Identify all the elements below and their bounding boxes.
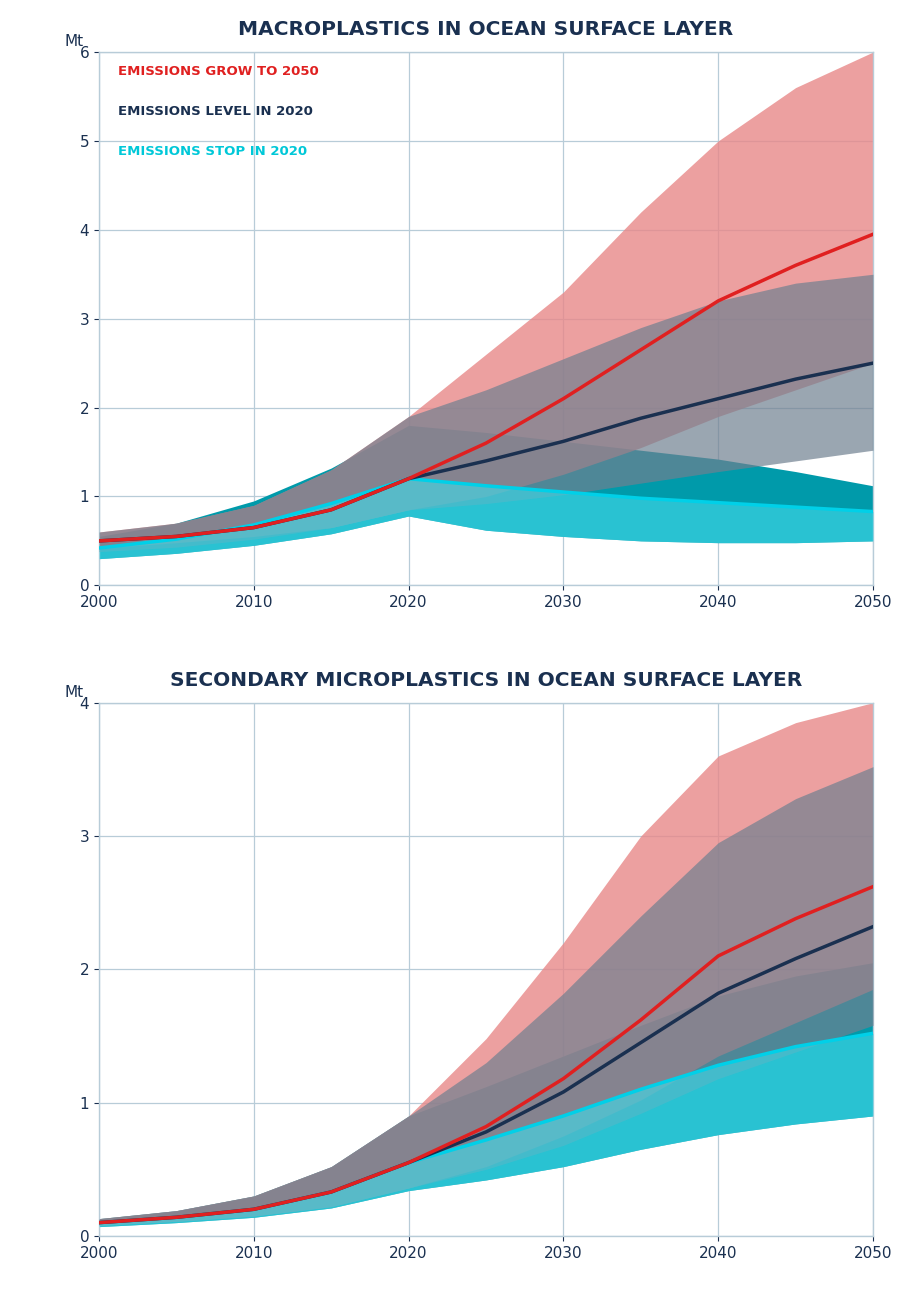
Text: EMISSIONS LEVEL IN 2020: EMISSIONS LEVEL IN 2020 <box>119 105 313 118</box>
Text: EMISSIONS GROW TO 2050: EMISSIONS GROW TO 2050 <box>119 65 320 78</box>
Text: Mt: Mt <box>65 34 84 49</box>
Text: EMISSIONS STOP IN 2020: EMISSIONS STOP IN 2020 <box>119 146 308 159</box>
Title: SECONDARY MICROPLASTICS IN OCEAN SURFACE LAYER: SECONDARY MICROPLASTICS IN OCEAN SURFACE… <box>170 671 802 690</box>
Title: MACROPLASTICS IN OCEAN SURFACE LAYER: MACROPLASTICS IN OCEAN SURFACE LAYER <box>238 21 734 39</box>
Text: Mt: Mt <box>65 686 84 700</box>
